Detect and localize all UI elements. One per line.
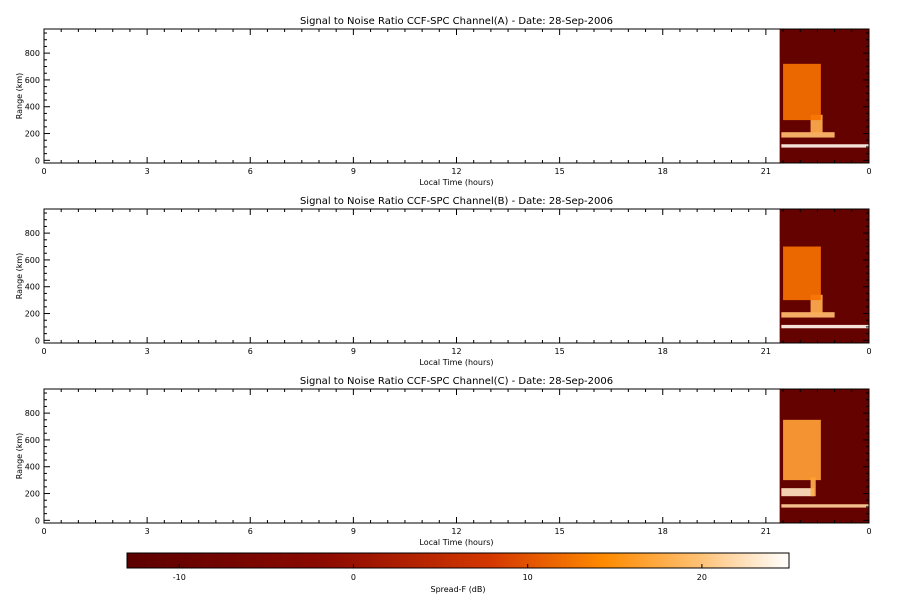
y-tick-label: 0 — [35, 516, 40, 525]
panel-2: Signal to Noise Ratio CCF-SPC Channel(C)… — [15, 376, 872, 547]
x-tick-label: 9 — [351, 167, 356, 176]
y-tick-label: 600 — [25, 256, 40, 265]
x-tick-label: 18 — [658, 527, 668, 536]
panels-group: Signal to Noise Ratio CCF-SPC Channel(A)… — [15, 16, 872, 547]
panel-1: Signal to Noise Ratio CCF-SPC Channel(B)… — [15, 196, 872, 367]
panel-0: Signal to Noise Ratio CCF-SPC Channel(A)… — [15, 16, 872, 187]
echo-feature-2 — [810, 477, 816, 497]
x-tick-label: 6 — [248, 527, 253, 536]
x-tick-label: 3 — [145, 167, 150, 176]
x-tick-label: 21 — [761, 167, 771, 176]
x-axis-label: Local Time (hours) — [419, 358, 493, 367]
x-tick-label: 18 — [658, 167, 668, 176]
y-tick-label: 600 — [25, 76, 40, 85]
x-tick-label: 0 — [866, 347, 871, 356]
colorbar-gradient — [126, 552, 790, 569]
y-tick-label: 0 — [35, 156, 40, 165]
x-tick-label: 9 — [351, 527, 356, 536]
y-tick-label: 200 — [25, 490, 40, 499]
x-tick-label: 0 — [41, 347, 46, 356]
y-tick-label: 200 — [25, 310, 40, 319]
x-tick-label: 0 — [41, 527, 46, 536]
echo-feature-0 — [781, 504, 869, 508]
colorbar-tick-label: 20 — [697, 573, 707, 582]
plot-frame — [43, 208, 870, 344]
plot-frame — [43, 28, 870, 164]
colorbar-tick-label: 0 — [351, 573, 356, 582]
plot-frame — [43, 388, 870, 524]
panel-title: Signal to Noise Ratio CCF-SPC Channel(B)… — [300, 196, 613, 207]
x-tick-label: 0 — [41, 167, 46, 176]
y-tick-label: 800 — [25, 409, 40, 418]
echo-feature-0 — [781, 144, 869, 148]
echo-feature-3 — [783, 419, 821, 481]
x-tick-label: 0 — [866, 167, 871, 176]
y-axis-label: Range (km) — [15, 253, 24, 300]
x-tick-label: 12 — [451, 347, 461, 356]
x-tick-label: 6 — [248, 167, 253, 176]
y-tick-label: 800 — [25, 49, 40, 58]
echo-feature-1 — [781, 488, 814, 497]
x-tick-label: 15 — [555, 167, 565, 176]
y-tick-label: 400 — [25, 283, 40, 292]
y-tick-label: 200 — [25, 130, 40, 139]
echo-feature-3 — [783, 63, 821, 121]
colorbar-label: Spread-F (dB) — [430, 585, 485, 594]
y-axis-label: Range (km) — [15, 433, 24, 480]
x-tick-label: 3 — [145, 527, 150, 536]
y-axis-label: Range (km) — [15, 73, 24, 120]
y-tick-label: 400 — [25, 103, 40, 112]
x-tick-label: 21 — [761, 527, 771, 536]
x-tick-label: 15 — [555, 527, 565, 536]
x-tick-label: 15 — [555, 347, 565, 356]
x-tick-label: 21 — [761, 347, 771, 356]
x-tick-label: 6 — [248, 347, 253, 356]
x-tick-label: 18 — [658, 347, 668, 356]
y-tick-label: 800 — [25, 229, 40, 238]
x-tick-label: 9 — [351, 347, 356, 356]
y-tick-label: 0 — [35, 336, 40, 345]
panel-title: Signal to Noise Ratio CCF-SPC Channel(A)… — [300, 16, 613, 27]
x-tick-label: 0 — [866, 527, 871, 536]
echo-feature-1 — [781, 312, 835, 318]
echo-feature-0 — [781, 324, 869, 329]
colorbar-tick-label: -10 — [173, 573, 186, 582]
y-tick-label: 400 — [25, 463, 40, 472]
panel-title: Signal to Noise Ratio CCF-SPC Channel(C)… — [300, 376, 613, 387]
echo-feature-3 — [783, 246, 821, 301]
x-axis-label: Local Time (hours) — [419, 178, 493, 187]
x-tick-label: 12 — [451, 527, 461, 536]
colorbar-tick-label: 10 — [523, 573, 533, 582]
x-axis-label: Local Time (hours) — [419, 538, 493, 547]
y-tick-label: 600 — [25, 436, 40, 445]
echo-feature-1 — [781, 132, 835, 138]
x-tick-label: 12 — [451, 167, 461, 176]
x-tick-label: 3 — [145, 347, 150, 356]
colorbar: -10 0 10 20 Spread-F (dB) — [126, 552, 790, 594]
